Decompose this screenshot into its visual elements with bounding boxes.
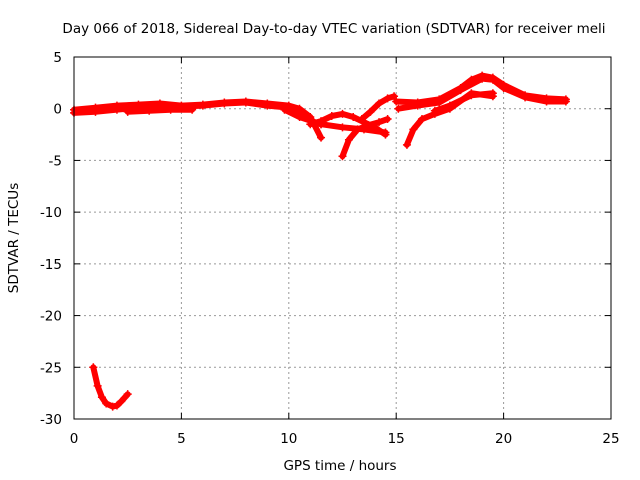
data-point bbox=[188, 105, 197, 114]
series-trace bbox=[395, 75, 569, 112]
data-point bbox=[409, 125, 418, 134]
data-point bbox=[392, 97, 401, 106]
series-sat-k bbox=[430, 89, 497, 115]
plot-frame bbox=[73, 56, 612, 420]
data-point bbox=[381, 130, 390, 139]
data-point bbox=[456, 86, 465, 95]
x-tick-label: 15 bbox=[388, 431, 405, 447]
chart-title: Day 066 of 2018, Sidereal Day-to-day VTE… bbox=[62, 21, 605, 37]
data-point bbox=[102, 399, 111, 408]
series-trace bbox=[431, 90, 496, 114]
y-tick-label: -25 bbox=[40, 360, 62, 376]
data-point bbox=[488, 75, 497, 84]
y-tick-label: 0 bbox=[53, 102, 62, 118]
y-axis-label: SDTVAR / TECUs bbox=[6, 183, 22, 293]
data-point bbox=[327, 111, 336, 120]
data-point bbox=[108, 402, 117, 411]
data-point bbox=[430, 106, 439, 115]
data-point bbox=[89, 363, 98, 372]
data-point bbox=[467, 91, 476, 100]
data-point bbox=[338, 123, 347, 132]
data-point bbox=[435, 98, 444, 107]
data-point bbox=[123, 390, 132, 399]
data-point bbox=[383, 115, 392, 124]
data-point bbox=[295, 112, 304, 121]
data-point bbox=[402, 140, 411, 149]
data-point bbox=[306, 120, 315, 129]
data-point bbox=[317, 117, 326, 126]
axis-ticks: 0 5 10 15 20 25 -30 -25 -20 -15 -10 -5 0 5 bbox=[40, 50, 620, 447]
data-point bbox=[117, 397, 126, 406]
series-trace bbox=[124, 106, 196, 115]
grid bbox=[74, 57, 611, 419]
data-point bbox=[317, 133, 326, 142]
data-point bbox=[375, 99, 384, 108]
data-point bbox=[383, 94, 392, 103]
data-point bbox=[390, 92, 399, 101]
y-tick-label: -10 bbox=[40, 205, 62, 221]
series-trace bbox=[358, 93, 398, 123]
series-sat-g bbox=[357, 92, 399, 124]
data-point bbox=[521, 93, 530, 102]
data-point bbox=[353, 125, 362, 134]
x-axis-label: GPS time / hours bbox=[283, 458, 396, 474]
data-point bbox=[417, 115, 426, 124]
data-point bbox=[499, 84, 508, 93]
data-point bbox=[220, 99, 229, 108]
data-point bbox=[91, 107, 100, 116]
data-point bbox=[97, 393, 106, 402]
data-point bbox=[198, 101, 207, 110]
x-tick-label: 5 bbox=[177, 431, 186, 447]
x-tick-label: 10 bbox=[280, 431, 297, 447]
data-point bbox=[123, 107, 132, 116]
data-point bbox=[394, 104, 403, 113]
data-point bbox=[561, 97, 570, 106]
data-point bbox=[93, 381, 102, 390]
y-tick-label: -20 bbox=[40, 309, 62, 325]
y-tick-label: -30 bbox=[40, 412, 62, 428]
y-tick-label: -5 bbox=[49, 153, 62, 169]
data-point bbox=[413, 101, 422, 110]
data-point bbox=[112, 401, 121, 410]
data-point bbox=[542, 97, 551, 106]
x-tick-label: 0 bbox=[70, 431, 79, 447]
data-point bbox=[478, 74, 487, 83]
data-point bbox=[338, 109, 347, 118]
data-point bbox=[366, 107, 375, 116]
data-series bbox=[70, 71, 570, 411]
data-point bbox=[166, 105, 175, 114]
series-sat-f bbox=[338, 115, 392, 161]
x-tick-label: 20 bbox=[495, 431, 512, 447]
x-tick-label: 25 bbox=[602, 431, 619, 447]
data-point bbox=[145, 106, 154, 115]
y-tick-label: 5 bbox=[53, 50, 62, 66]
series-sat-i bbox=[394, 74, 570, 113]
data-point bbox=[357, 115, 366, 124]
data-point bbox=[280, 105, 289, 114]
data-point bbox=[241, 98, 250, 107]
data-point bbox=[263, 101, 272, 110]
series-sat-l bbox=[89, 363, 132, 411]
data-point bbox=[112, 105, 121, 114]
series-sat-c bbox=[123, 105, 197, 116]
data-point bbox=[364, 121, 373, 130]
data-point bbox=[375, 118, 384, 127]
data-point bbox=[349, 112, 358, 121]
data-point bbox=[344, 135, 353, 144]
data-point bbox=[488, 89, 497, 98]
data-point bbox=[445, 101, 454, 110]
y-tick-label: -15 bbox=[40, 257, 62, 273]
data-point bbox=[338, 152, 347, 161]
